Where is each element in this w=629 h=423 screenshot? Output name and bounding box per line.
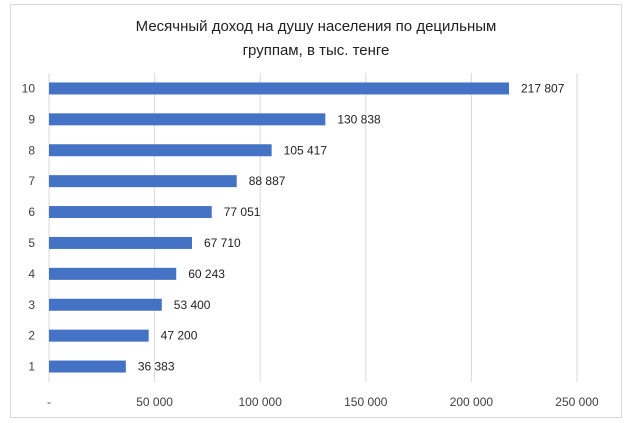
y-tick-label: 3 xyxy=(28,298,35,312)
bar xyxy=(49,82,510,95)
x-tick-label: 150 000 xyxy=(344,395,388,409)
data-label: 88 887 xyxy=(249,174,286,188)
data-label: 36 383 xyxy=(138,360,175,374)
y-tick-label: 4 xyxy=(28,267,35,281)
y-tick-label: 10 xyxy=(22,81,36,95)
y-tick-label: 9 xyxy=(28,112,35,126)
bar xyxy=(49,113,326,126)
data-label: 130 838 xyxy=(337,112,381,126)
x-tick-label: 250 000 xyxy=(555,395,599,409)
x-tick-label: 100 000 xyxy=(239,395,283,409)
y-tick-label: 2 xyxy=(28,329,35,343)
x-tick-label: 200 000 xyxy=(450,395,494,409)
bar xyxy=(49,360,126,373)
bar xyxy=(49,298,162,311)
y-tick-label: 7 xyxy=(28,174,35,188)
data-label: 217 807 xyxy=(521,81,565,95)
bar xyxy=(49,175,237,188)
bar xyxy=(49,144,272,157)
bar xyxy=(49,236,193,249)
y-tick-label: 8 xyxy=(28,143,35,157)
chart-title: Месячный доход на душу населения по деци… xyxy=(11,15,621,63)
data-label: 77 051 xyxy=(224,205,261,219)
bar xyxy=(49,206,212,219)
data-label: 60 243 xyxy=(188,267,225,281)
data-label: 53 400 xyxy=(174,298,211,312)
y-tick-label: 1 xyxy=(28,360,35,374)
bar xyxy=(49,267,177,280)
data-label: 67 710 xyxy=(204,236,241,250)
chart-title-line-2: группам, в тыс. тенге xyxy=(242,42,390,59)
y-tick-label: 5 xyxy=(28,236,35,250)
bar xyxy=(49,329,149,342)
chart-title-line-1: Месячный доход на душу населения по деци… xyxy=(135,18,497,35)
y-tick-label: 6 xyxy=(28,205,35,219)
data-label: 105 417 xyxy=(284,143,328,157)
x-tick-label: - xyxy=(47,395,51,409)
x-tick-label: 50 000 xyxy=(136,395,173,409)
data-label: 47 200 xyxy=(161,329,198,343)
